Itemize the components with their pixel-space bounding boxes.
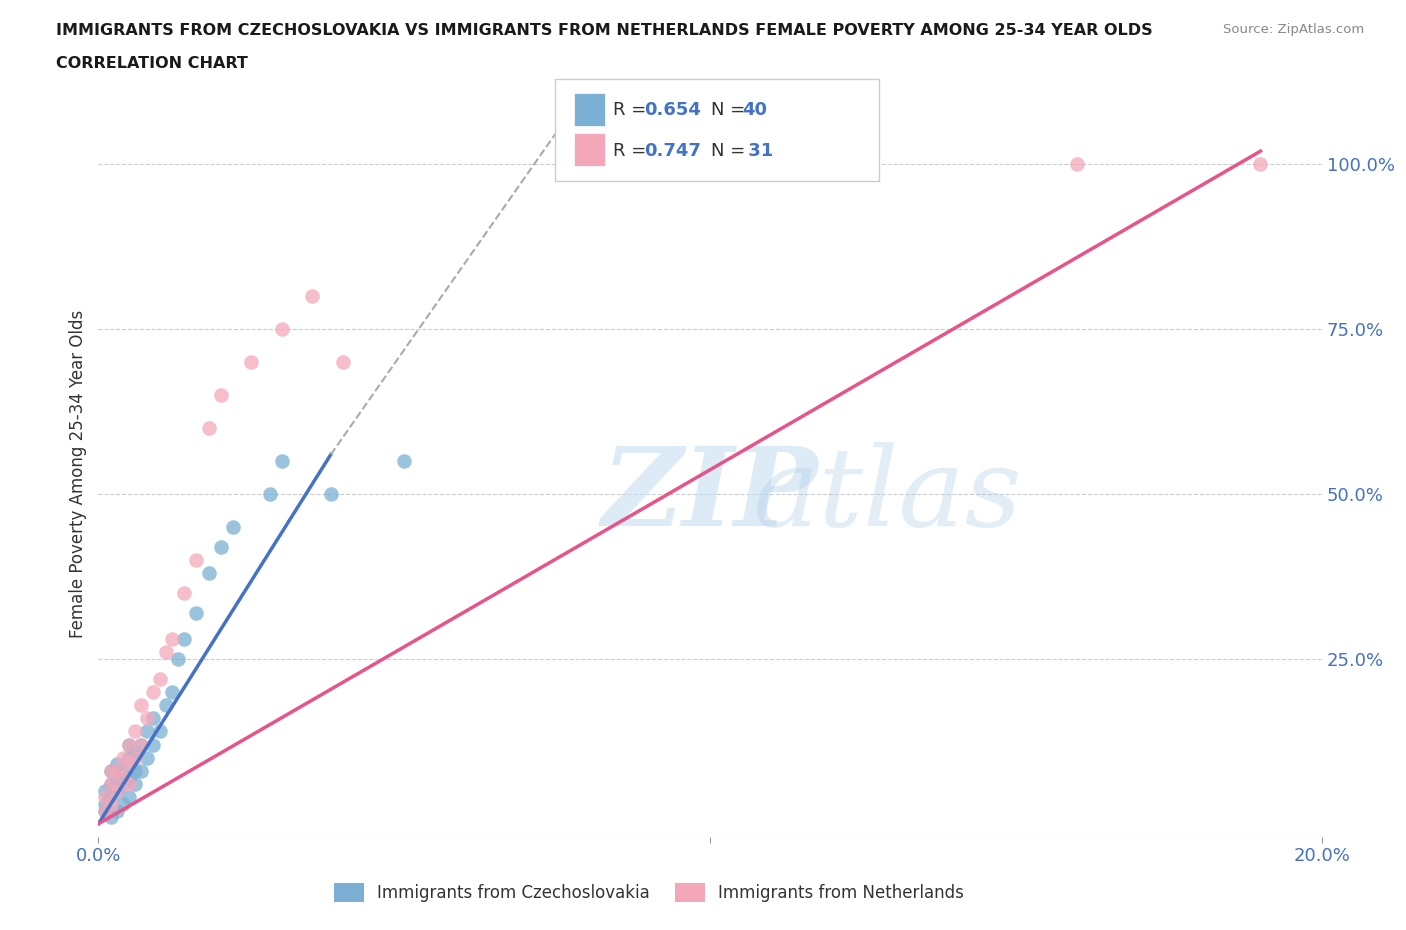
Point — [149, 671, 172, 686]
Point — [100, 777, 122, 791]
Text: IMMIGRANTS FROM CZECHOSLOVAKIA VS IMMIGRANTS FROM NETHERLANDS FEMALE POVERTY AMO: IMMIGRANTS FROM CZECHOSLOVAKIA VS IMMIGR… — [56, 23, 1153, 38]
Point — [155, 698, 177, 712]
Point — [332, 354, 354, 369]
Point — [240, 354, 263, 369]
Text: CORRELATION CHART: CORRELATION CHART — [56, 56, 247, 71]
Text: R =: R = — [613, 100, 652, 119]
Point — [186, 605, 208, 620]
Point — [100, 797, 122, 812]
Point — [105, 804, 128, 818]
Text: ZIP: ZIP — [602, 443, 818, 550]
Point — [105, 757, 128, 772]
Point — [1249, 157, 1271, 172]
Text: 0.747: 0.747 — [644, 141, 700, 160]
Point — [124, 777, 146, 791]
Point — [111, 770, 134, 785]
Point — [93, 797, 115, 812]
Point — [142, 711, 165, 725]
Point — [392, 454, 416, 469]
Point — [111, 797, 134, 812]
Point — [319, 486, 342, 501]
Point — [301, 289, 323, 304]
Text: atlas: atlas — [752, 443, 1022, 550]
Point — [197, 565, 219, 580]
Point — [129, 737, 152, 752]
Point — [155, 644, 177, 659]
Point — [209, 388, 232, 403]
Point — [118, 777, 141, 791]
Point — [124, 751, 146, 765]
Point — [149, 724, 172, 739]
Point — [222, 520, 245, 535]
Point — [124, 724, 146, 739]
Point — [1066, 157, 1088, 172]
Point — [142, 684, 165, 699]
Point — [160, 684, 183, 699]
Point — [167, 652, 190, 667]
Point — [124, 764, 146, 778]
Point — [100, 810, 122, 825]
Point — [118, 757, 141, 772]
Y-axis label: Female Poverty Among 25-34 Year Olds: Female Poverty Among 25-34 Year Olds — [69, 311, 87, 638]
Point — [270, 454, 292, 469]
Point — [136, 724, 159, 739]
Point — [136, 711, 159, 725]
Point — [100, 764, 122, 778]
Text: Source: ZipAtlas.com: Source: ZipAtlas.com — [1223, 23, 1364, 36]
Legend: Immigrants from Czechoslovakia, Immigrants from Netherlands: Immigrants from Czechoslovakia, Immigran… — [328, 876, 970, 909]
Point — [100, 777, 122, 791]
Point — [173, 631, 195, 646]
Point — [118, 790, 141, 804]
Point — [105, 783, 128, 798]
Point — [111, 777, 134, 791]
Point — [111, 764, 134, 778]
Point — [129, 737, 152, 752]
Point — [270, 322, 292, 337]
Point — [118, 770, 141, 785]
Text: 31: 31 — [742, 141, 773, 160]
Point — [160, 631, 183, 646]
Text: 0.654: 0.654 — [644, 100, 700, 119]
Text: N =: N = — [711, 100, 751, 119]
Point — [173, 586, 195, 601]
Point — [93, 804, 115, 818]
Point — [118, 737, 141, 752]
Point — [129, 698, 152, 712]
Point — [129, 764, 152, 778]
Point — [209, 539, 232, 554]
Point — [259, 486, 281, 501]
Text: R =: R = — [613, 141, 652, 160]
Point — [105, 783, 128, 798]
Point — [186, 552, 208, 567]
Point — [105, 770, 128, 785]
Text: 40: 40 — [742, 100, 768, 119]
Text: N =: N = — [711, 141, 751, 160]
Point — [105, 764, 128, 778]
Point — [136, 751, 159, 765]
Point — [142, 737, 165, 752]
Point — [118, 751, 141, 765]
Point — [93, 790, 115, 804]
Point — [93, 804, 115, 818]
Point — [118, 737, 141, 752]
Point — [100, 790, 122, 804]
Point — [111, 751, 134, 765]
Point — [124, 744, 146, 759]
Point — [100, 764, 122, 778]
Point — [197, 420, 219, 435]
Point — [93, 783, 115, 798]
